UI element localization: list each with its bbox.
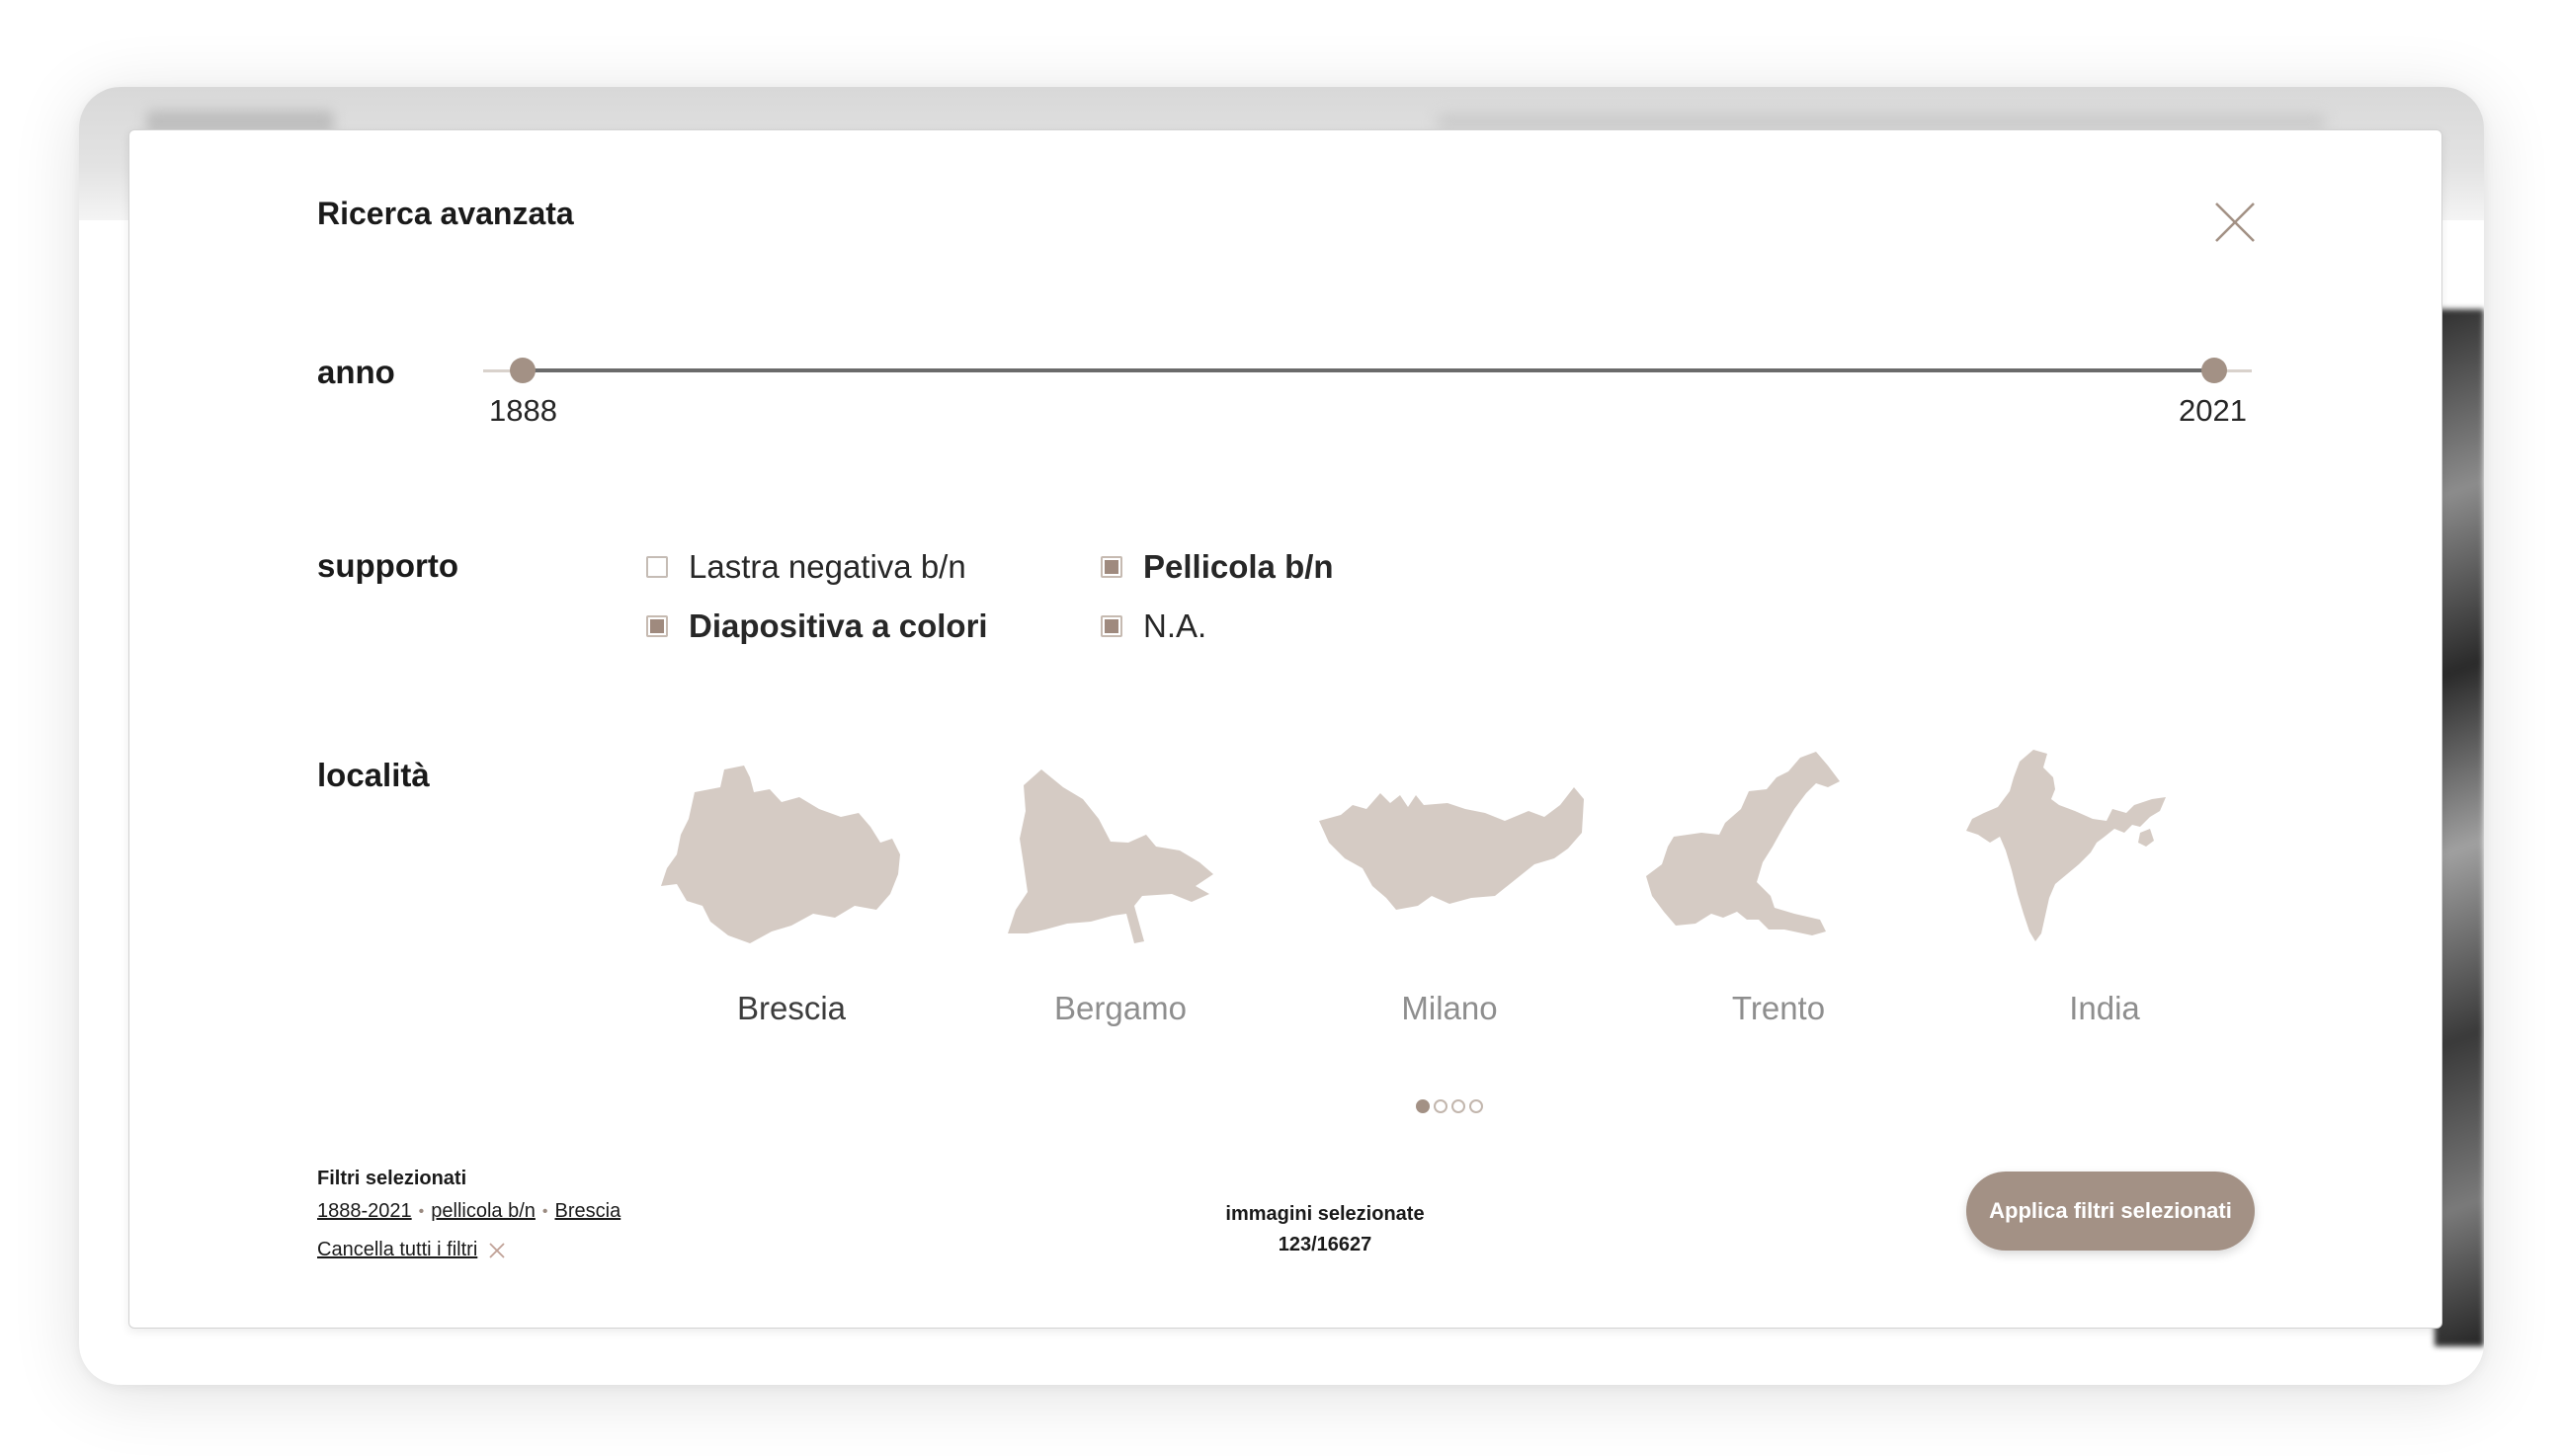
support-option-label: N.A. [1143, 607, 1207, 644]
milano-map-icon [1319, 787, 1584, 910]
support-option-label: Diapositiva a colori [689, 607, 988, 644]
locality-name: Brescia [736, 990, 847, 1026]
apply-filters-button[interactable]: Applica filtri selezionati [1966, 1172, 2255, 1251]
support-option-label: Pellicola b/n [1143, 548, 1334, 585]
locality-name: India [2069, 990, 2140, 1026]
checkbox-checked[interactable] [1101, 556, 1122, 578]
background-photo [2435, 309, 2484, 1346]
modal-title: Ricerca avanzata [317, 196, 574, 231]
year-min-value: 1888 [489, 393, 557, 428]
close-button[interactable] [2210, 198, 2260, 247]
year-slider-range [523, 368, 2214, 372]
pagination-dot-4[interactable] [1469, 1099, 1483, 1113]
locality-name: Trento [1731, 990, 1826, 1026]
selected-images-label: immagini selezionate [1225, 1203, 1425, 1225]
pagination-dot-1[interactable] [1416, 1099, 1430, 1113]
checkbox-checked[interactable] [646, 615, 668, 637]
locality-name: Bergamo [1054, 990, 1187, 1026]
background-nav [1437, 115, 2326, 128]
advanced-search-modal: Ricerca avanzata anno 1888 2021 supporto… [128, 129, 2442, 1329]
checkbox-checked[interactable] [1101, 615, 1122, 637]
locality-milano[interactable]: Milano [1301, 748, 1598, 1044]
locality-pagination [1416, 1099, 1483, 1113]
clear-all-label: Cancella tutti i filtri [317, 1239, 478, 1260]
india-map-icon [1966, 750, 2166, 941]
locality-label: località [317, 757, 430, 793]
year-slider-max-handle[interactable] [2201, 358, 2227, 383]
support-option-pellicola[interactable]: Pellicola b/n [1101, 548, 1334, 586]
clear-all-filters-link[interactable]: Cancella tutti i filtri [317, 1239, 507, 1261]
chip-separator: • [541, 1202, 548, 1220]
selected-filters-list: 1888-2021 • pellicola b/n • Brescia [317, 1200, 620, 1223]
brescia-map-icon [661, 766, 900, 943]
background-logo [146, 111, 334, 132]
locality-india[interactable]: India [1956, 748, 2253, 1044]
clear-x-icon[interactable] [487, 1241, 507, 1260]
support-option-lastra-negativa[interactable]: Lastra negativa b/n [646, 548, 966, 586]
year-label: anno [317, 354, 395, 390]
locality-name: Milano [1401, 990, 1498, 1026]
pagination-dot-3[interactable] [1451, 1099, 1465, 1113]
support-option-label: Lastra negativa b/n [689, 548, 966, 585]
support-option-na[interactable]: N.A. [1101, 607, 1206, 645]
support-option-diapositiva[interactable]: Diapositiva a colori [646, 607, 988, 645]
locality-bergamo[interactable]: Bergamo [972, 748, 1269, 1044]
locality-brescia[interactable]: Brescia [643, 748, 940, 1044]
year-max-value: 2021 [2179, 393, 2247, 428]
filter-chip-locality[interactable]: Brescia [554, 1200, 621, 1222]
support-label: supporto [317, 547, 458, 584]
close-icon [2215, 202, 2255, 242]
trento-map-icon [1646, 752, 1840, 935]
filter-chip-year[interactable]: 1888-2021 [317, 1200, 412, 1222]
checkbox[interactable] [646, 556, 668, 578]
selected-images-count: 123/16627 [1278, 1234, 1372, 1255]
locality-trento[interactable]: Trento [1630, 748, 1927, 1044]
pagination-dot-2[interactable] [1434, 1099, 1447, 1113]
filter-chip-support[interactable]: pellicola b/n [431, 1200, 536, 1222]
selected-filters-title: Filtri selezionati [317, 1168, 467, 1189]
year-slider-min-handle[interactable] [510, 358, 536, 383]
bergamo-map-icon [1008, 769, 1213, 943]
chip-separator: • [418, 1202, 425, 1220]
